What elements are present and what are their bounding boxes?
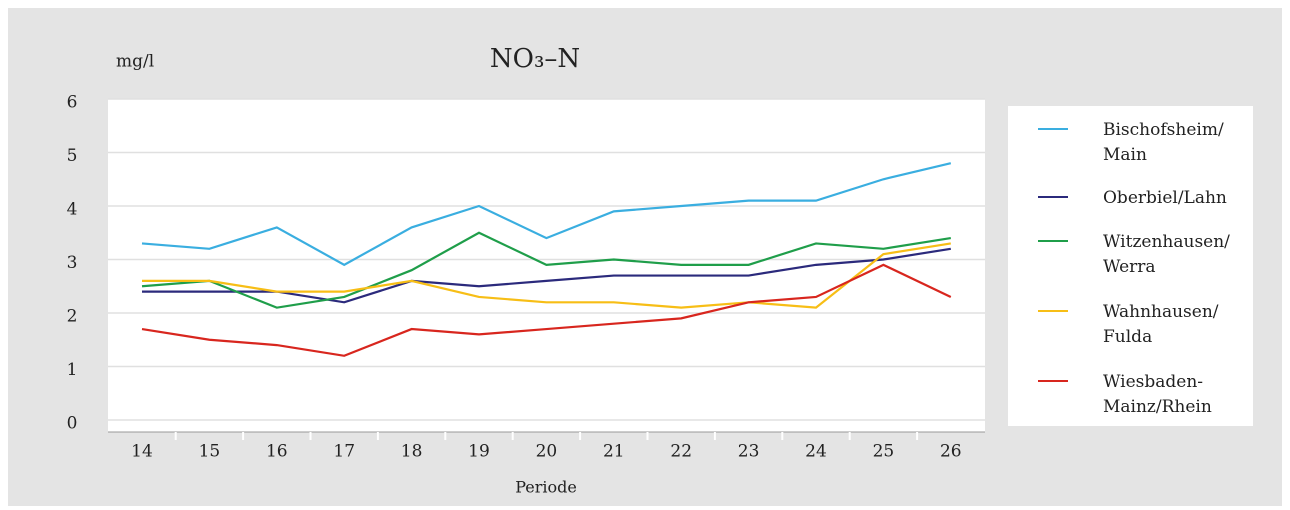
legend-swatch: [1038, 310, 1068, 312]
x-tick-label: 25: [873, 442, 895, 462]
x-tick-label: 14: [131, 442, 153, 462]
legend-swatch: [1038, 196, 1068, 198]
y-axis-label: mg/l: [116, 52, 154, 72]
x-tick-label: 20: [536, 442, 558, 462]
x-tick-label: 22: [670, 442, 692, 462]
chart-panel: mg/l NO₃–N Periode 0 1 2 3 4 5 6 14 15 16 17 18 19 20…: [8, 8, 1282, 506]
legend-swatch: [1038, 240, 1068, 242]
series-line: [141, 231, 951, 309]
legend-label: Wiesbaden- Mainz/Rhein: [1103, 372, 1212, 417]
x-axis-label: Periode: [515, 478, 577, 497]
y-tick-label: 0: [67, 414, 78, 434]
y-tick-label: 5: [67, 146, 78, 166]
x-tick-label: 17: [333, 442, 355, 462]
x-tick-label: 15: [199, 442, 221, 462]
y-tick-label: 6: [67, 93, 78, 113]
legend-label: Oberbiel/Lahn: [1103, 188, 1227, 208]
chart-title: NO₃–N: [490, 44, 580, 74]
x-tick-label: 23: [738, 442, 760, 462]
legend: Bischofsheim/ Main Oberbiel/Lahn Witzenhau…: [1008, 106, 1253, 426]
y-tick-label: 3: [67, 253, 78, 273]
y-tick-label: 2: [67, 307, 78, 327]
legend-label: Wahnhausen/ Fulda: [1103, 302, 1219, 347]
series-line: [142, 242, 951, 309]
y-tick-label: 4: [67, 200, 78, 220]
legend-label: Witzenhausen/ Werra: [1103, 232, 1230, 277]
legend-swatch: [1038, 380, 1068, 382]
y-tick-label: 1: [67, 360, 78, 380]
series-line: [141, 162, 952, 267]
x-tick-label: 18: [401, 442, 423, 462]
legend-swatch: [1038, 128, 1068, 130]
x-tick-label: 16: [266, 442, 288, 462]
x-tick-label: 26: [940, 442, 962, 462]
x-tick-label: 21: [603, 442, 625, 462]
x-tick-label: 19: [468, 442, 490, 462]
legend-label: Bischofsheim/ Main: [1103, 120, 1224, 165]
x-tick-label: 24: [805, 442, 827, 462]
series-line: [141, 263, 952, 357]
